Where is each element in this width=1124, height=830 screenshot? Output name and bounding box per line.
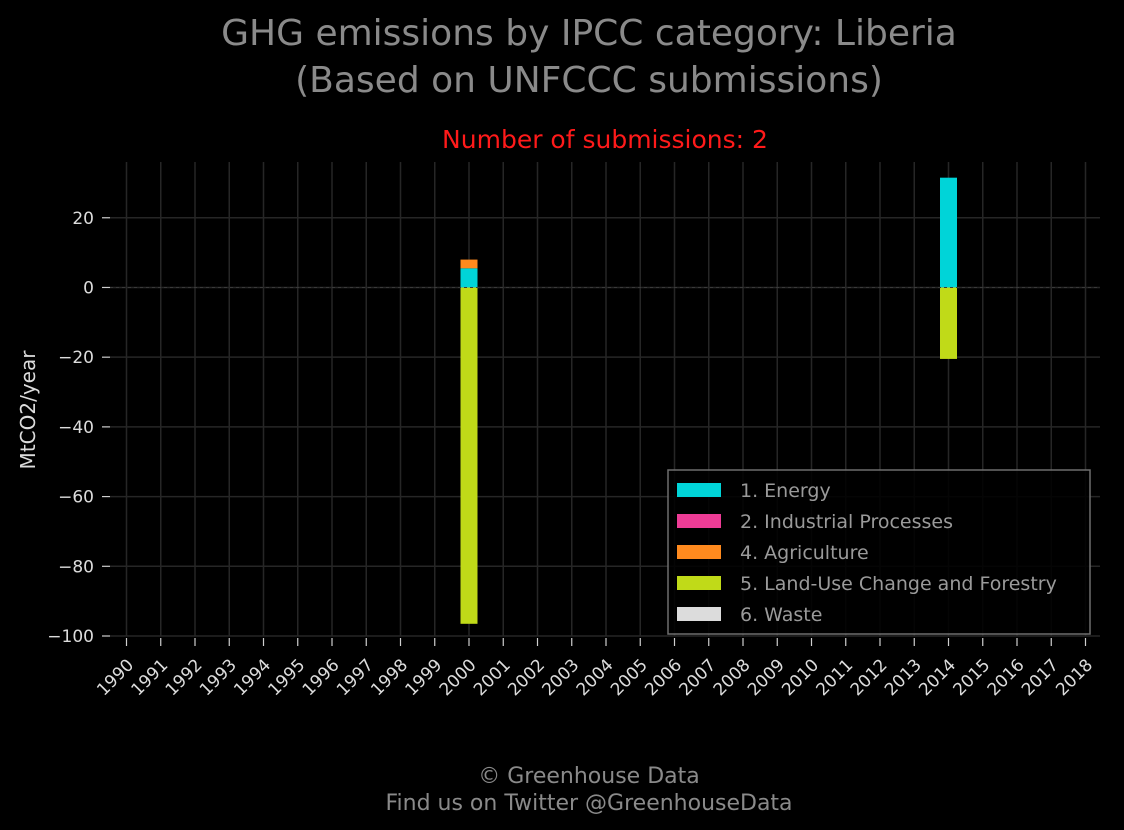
x-tick-label-2002: 2002 xyxy=(504,655,549,700)
legend-label-3: 5. Land-Use Change and Forestry xyxy=(740,573,1057,595)
legend-swatch-4 xyxy=(677,607,721,621)
x-tick-label-2007: 2007 xyxy=(676,655,721,700)
x-tick-label-2013: 2013 xyxy=(881,655,926,700)
bar-2000-series-3 xyxy=(460,287,478,624)
x-tick-label-1996: 1996 xyxy=(299,655,344,700)
y-tick-label-0: 20 xyxy=(72,209,94,229)
y-axis-label: MtCO2/year xyxy=(16,350,40,470)
bars xyxy=(460,177,957,624)
x-tick-label-1994: 1994 xyxy=(230,655,275,700)
footer-copyright: © Greenhouse Data xyxy=(478,764,699,789)
x-tick-label-2015: 2015 xyxy=(950,655,995,700)
bar-2014-series-0 xyxy=(940,177,957,288)
y-tick-label-3: −40 xyxy=(58,418,94,438)
x-tick-label-2014: 2014 xyxy=(915,655,960,700)
bar-2014-series-3 xyxy=(940,287,957,359)
x-tick-label-1999: 1999 xyxy=(402,655,447,700)
x-tick-label-2004: 2004 xyxy=(573,655,618,700)
x-tick-label-2012: 2012 xyxy=(847,655,892,700)
legend-label-1: 2. Industrial Processes xyxy=(740,511,953,533)
x-tick-label-2003: 2003 xyxy=(539,655,584,700)
x-tick-label-1995: 1995 xyxy=(265,655,310,700)
bar-2000-series-2 xyxy=(460,259,478,269)
x-tick-label-2016: 2016 xyxy=(984,655,1029,700)
x-tick-label-1997: 1997 xyxy=(333,655,378,700)
legend-label-0: 1. Energy xyxy=(740,480,831,502)
x-tick-label-2009: 2009 xyxy=(744,655,789,700)
y-tick-label-5: −80 xyxy=(58,557,94,577)
x-tick-label-2017: 2017 xyxy=(1018,655,1063,700)
x-tick-label-1991: 1991 xyxy=(128,655,173,700)
y-tick-label-6: −100 xyxy=(47,627,94,647)
x-tick-label-1993: 1993 xyxy=(196,655,241,700)
x-tick-label-2018: 2018 xyxy=(1052,655,1097,700)
x-tick-label-1992: 1992 xyxy=(162,655,207,700)
chart-title-line-1: GHG emissions by IPCC category: Liberia xyxy=(221,13,957,54)
legend-swatch-0 xyxy=(677,483,721,497)
legend-label-2: 4. Agriculture xyxy=(740,542,869,564)
x-tick-label-2001: 2001 xyxy=(470,655,515,700)
x-tick-label-1998: 1998 xyxy=(367,655,412,700)
legend: 1. Energy 2. Industrial Processes 4. Agric… xyxy=(667,469,1091,635)
legend-frame xyxy=(667,469,1091,635)
legend-label-4: 6. Waste xyxy=(740,604,822,626)
bar-2000-series-0 xyxy=(460,268,478,288)
x-tick-label-2006: 2006 xyxy=(641,655,686,700)
y-tick-label-4: −60 xyxy=(58,488,94,508)
y-tick-label-2: −20 xyxy=(58,348,94,368)
y-tick-label-1: 0 xyxy=(83,278,94,298)
x-tick-label-2005: 2005 xyxy=(607,655,652,700)
x-tick-label-2011: 2011 xyxy=(813,655,858,700)
legend-swatch-1 xyxy=(677,514,721,528)
chart-title-line-2: (Based on UNFCCC submissions) xyxy=(295,60,883,101)
legend-swatch-3 xyxy=(677,576,721,590)
x-tick-label-1990: 1990 xyxy=(93,655,138,700)
chart-subtitle: Number of submissions: 2 xyxy=(442,125,768,154)
legend-swatch-2 xyxy=(677,545,721,559)
x-tick-label-2000: 2000 xyxy=(436,655,481,700)
x-tick-label-2010: 2010 xyxy=(778,655,823,700)
x-tick-label-2008: 2008 xyxy=(710,655,755,700)
footer-twitter: Find us on Twitter @GreenhouseData xyxy=(385,791,792,816)
